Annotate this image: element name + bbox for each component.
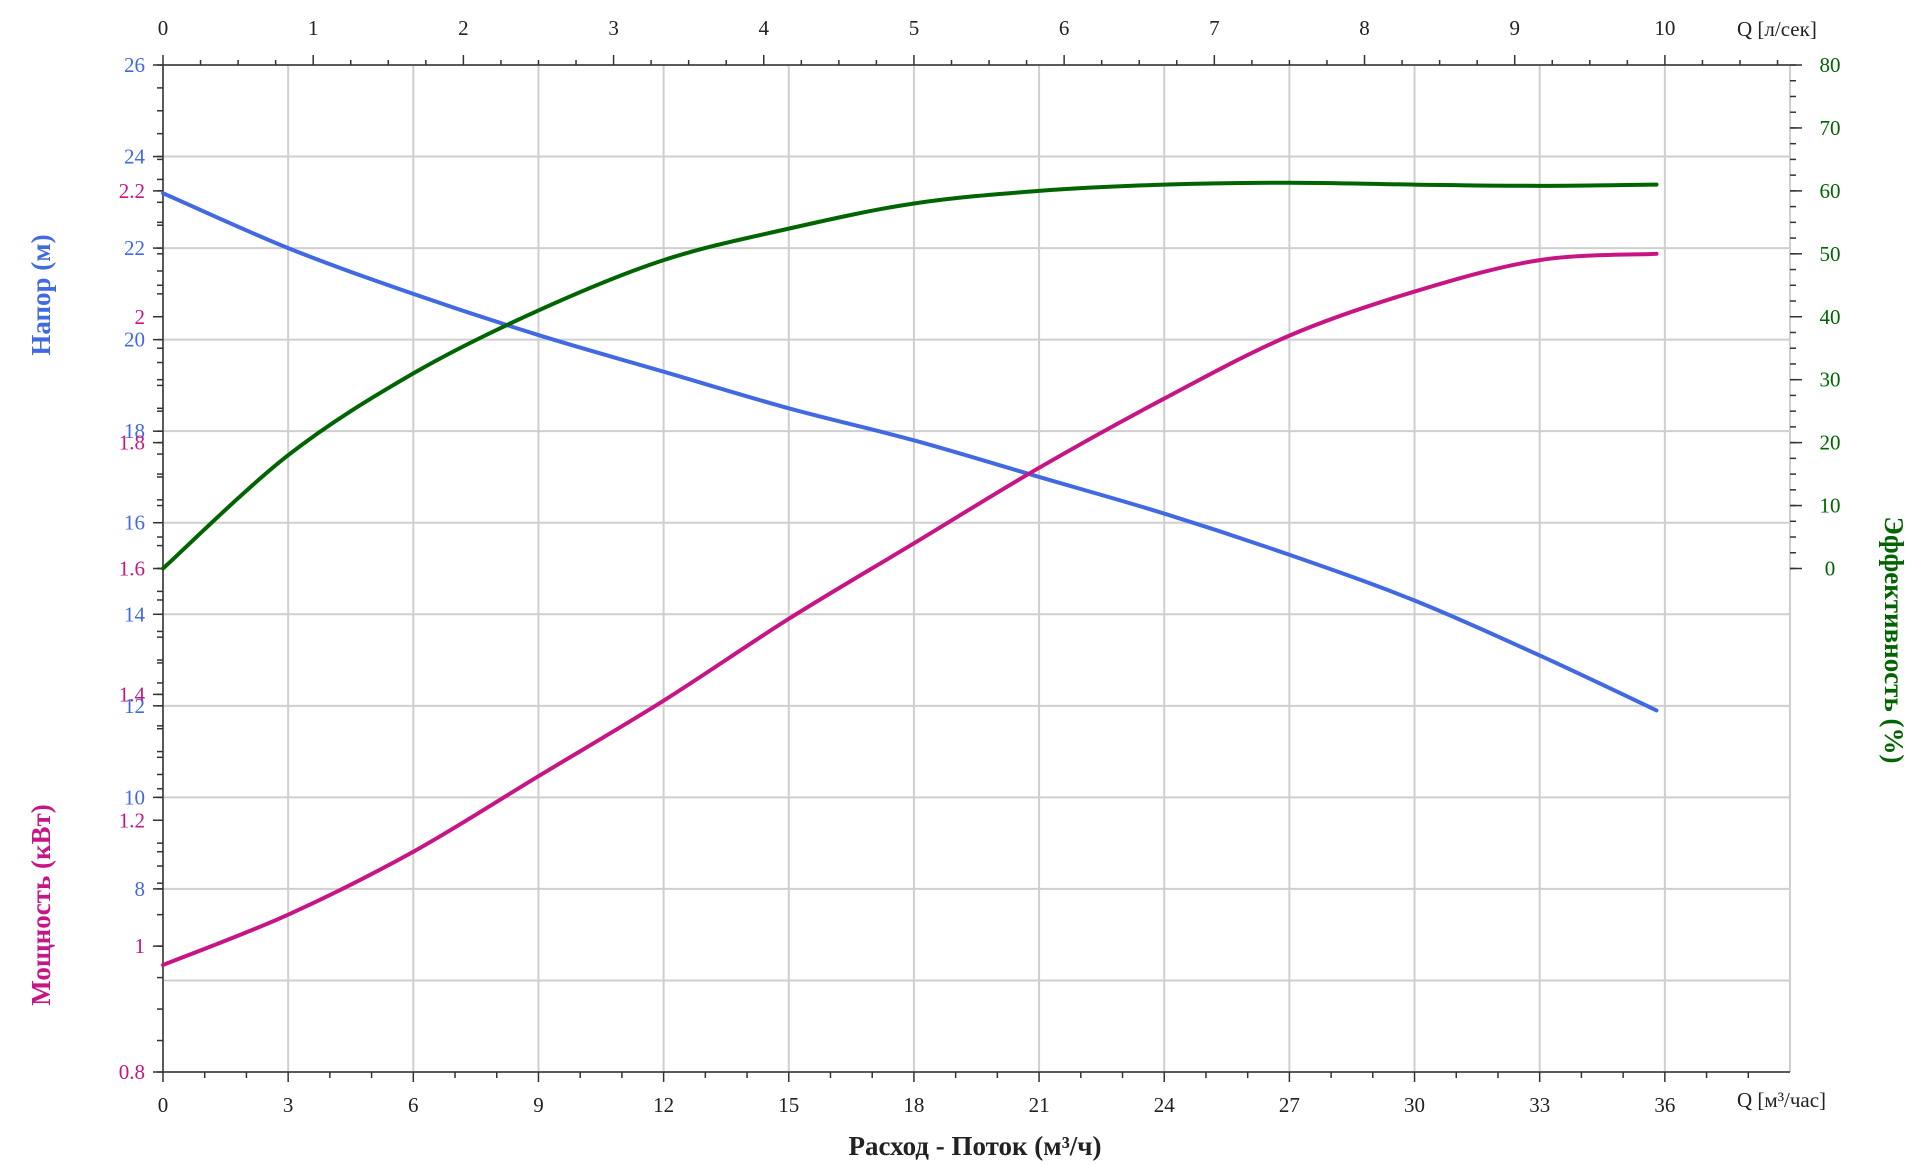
x-top-units: Q [л/сек] <box>1737 17 1817 41</box>
x-top-tick-label: 1 <box>308 16 319 40</box>
x-top-tick-label: 8 <box>1359 16 1370 40</box>
power-axis-title: Мощность (кВт) <box>26 804 56 1006</box>
x-top-tick-label: 4 <box>759 16 770 40</box>
x-top-tick-label: 6 <box>1059 16 1070 40</box>
x-bottom-tick-label: 24 <box>1154 1093 1176 1117</box>
head-tick-label: 20 <box>124 328 145 352</box>
power-tick-label: 2 <box>135 305 146 329</box>
x-bottom-tick-label: 30 <box>1404 1093 1425 1117</box>
efficiency-tick-label: 50 <box>1820 242 1841 266</box>
head-curve <box>161 191 1659 713</box>
head-tick-label: 24 <box>124 145 146 169</box>
x-top-tick-label: 10 <box>1654 16 1675 40</box>
efficiency-tick-label: 60 <box>1820 179 1841 203</box>
x-bottom-tick-label: 0 <box>158 1093 169 1117</box>
x-bottom-tick-label: 27 <box>1279 1093 1300 1117</box>
power-tick-label: 1.6 <box>119 557 145 581</box>
axes <box>153 55 1802 1082</box>
x-bottom-tick-label: 6 <box>408 1093 419 1117</box>
power-tick-label: 0.8 <box>119 1060 145 1084</box>
efficiency-tick-label: 10 <box>1820 494 1841 518</box>
x-bottom-tick-label: 33 <box>1529 1093 1550 1117</box>
x-bottom-tick-label: 18 <box>903 1093 924 1117</box>
x-bottom-tick-label: 3 <box>283 1093 294 1117</box>
efficiency-tick-label: 80 <box>1820 53 1841 77</box>
efficiency-tick-label: 70 <box>1820 116 1841 140</box>
grid-lines <box>162 64 1791 1073</box>
efficiency-tick-label: 0 <box>1825 557 1836 581</box>
head-tick-label: 22 <box>124 236 145 260</box>
power-tick-label: 1.2 <box>119 808 145 832</box>
head-tick-label: 16 <box>124 511 145 535</box>
head-tick-label: 10 <box>124 785 145 809</box>
head-tick-label: 12 <box>124 694 145 718</box>
power-tick-label: 1.8 <box>119 431 145 455</box>
x-top-tick-label: 3 <box>608 16 619 40</box>
efficiency-tick-label: 20 <box>1820 431 1841 455</box>
x-bottom-tick-label: 21 <box>1029 1093 1050 1117</box>
efficiency-curve <box>161 180 1659 571</box>
efficiency-axis-title: Эффективность (%) <box>1879 517 1909 764</box>
x-bottom-tick-label: 36 <box>1654 1093 1675 1117</box>
efficiency-tick-label: 30 <box>1820 368 1841 392</box>
x-bottom-units: Q [м³/час] <box>1737 1088 1826 1112</box>
head-axis-title: Напор (м) <box>26 234 56 355</box>
head-tick-label: 8 <box>135 877 146 901</box>
power-tick-label: 1.4 <box>119 682 146 706</box>
x-bottom-tick-label: 9 <box>533 1093 544 1117</box>
head-tick-label: 14 <box>124 602 146 626</box>
efficiency-tick-label: 40 <box>1820 305 1841 329</box>
x-top-tick-label: 9 <box>1509 16 1520 40</box>
x-bottom-tick-label: 15 <box>778 1093 799 1117</box>
tick-labels: 0 3 6 9 12 15 18 21 24 27 30 33 360 1 2 3 4 5 6 7 8 9 10810121… <box>119 16 1841 1117</box>
head-tick-label: 18 <box>124 419 145 443</box>
power-tick-label: 1 <box>135 934 146 958</box>
power-tick-label: 2.2 <box>119 179 145 203</box>
head-tick-label: 26 <box>124 53 145 77</box>
x-axis-title: Расход - Поток (м³/ч) <box>848 1131 1101 1161</box>
x-top-tick-label: 5 <box>909 16 920 40</box>
x-top-tick-label: 0 <box>158 16 169 40</box>
power-curve <box>161 251 1659 968</box>
x-top-tick-label: 7 <box>1209 16 1220 40</box>
x-top-tick-label: 2 <box>458 16 469 40</box>
curves <box>161 180 1659 968</box>
x-bottom-tick-label: 12 <box>653 1093 674 1117</box>
